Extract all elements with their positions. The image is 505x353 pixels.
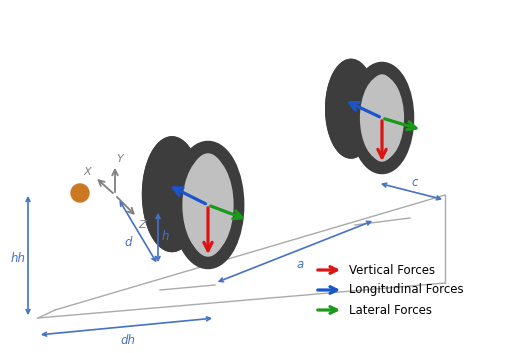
Text: c: c [412,176,418,190]
Circle shape [71,184,89,202]
Ellipse shape [142,136,202,252]
Text: a: a [296,258,304,271]
Ellipse shape [325,59,377,159]
Text: hh: hh [11,251,25,264]
Polygon shape [325,109,408,168]
Polygon shape [142,136,238,207]
Text: Vertical Forces: Vertical Forces [349,263,435,276]
Text: h: h [161,231,169,244]
Text: Z: Z [138,220,146,230]
Text: X: X [83,167,91,177]
Polygon shape [142,194,238,263]
Text: d: d [124,235,132,249]
Ellipse shape [178,147,238,263]
Text: Lateral Forces: Lateral Forces [349,304,432,317]
Text: Longitudinal Forces: Longitudinal Forces [349,283,464,297]
Text: Y: Y [117,154,123,164]
Polygon shape [325,59,408,120]
Ellipse shape [360,76,404,161]
Ellipse shape [182,156,234,254]
Ellipse shape [356,68,408,168]
Text: dh: dh [121,334,135,347]
